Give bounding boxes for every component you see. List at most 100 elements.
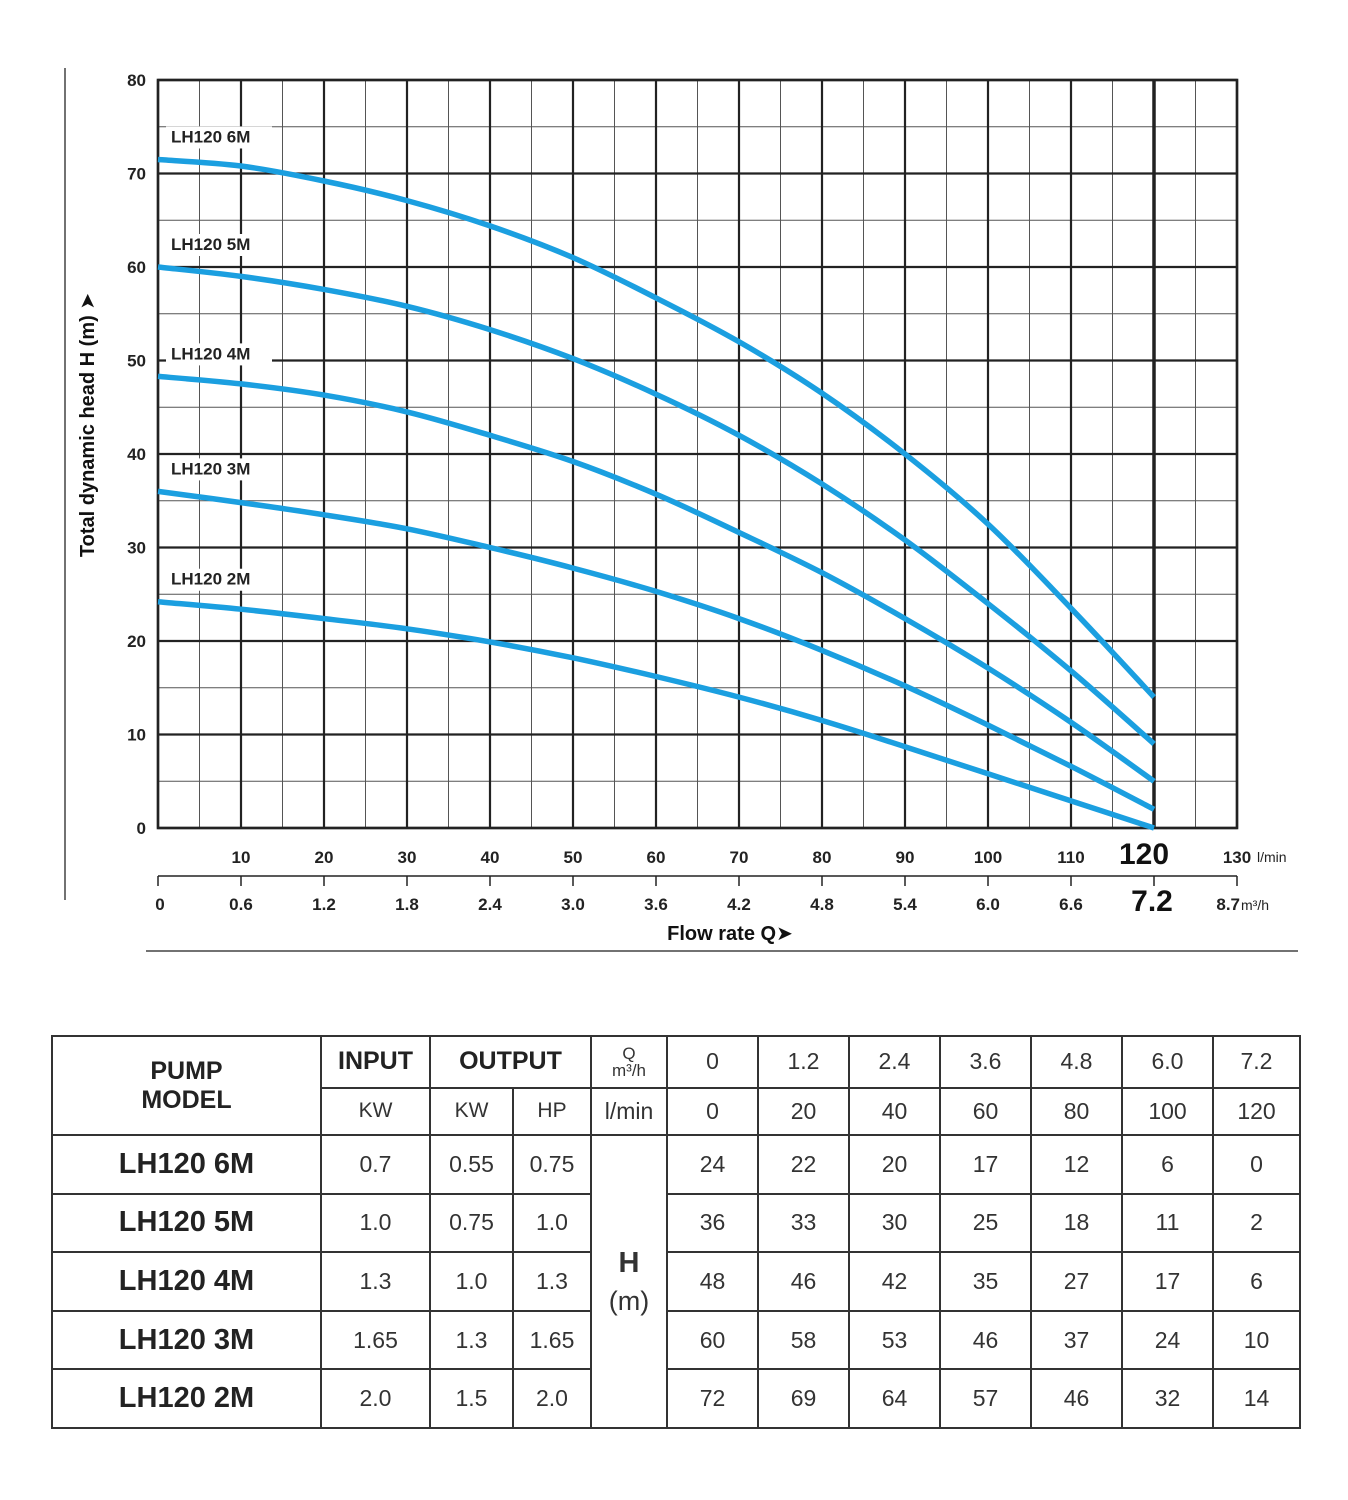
- head-value: 6: [1121, 1134, 1214, 1195]
- x-tick-label-lmin: 40: [481, 848, 500, 867]
- row-kw-out: 0.75: [429, 1192, 514, 1254]
- flow-m3h-4: 4.8: [1030, 1035, 1123, 1089]
- q-label: Q: [622, 1043, 636, 1063]
- head-value: 36: [666, 1192, 759, 1254]
- row-kw-in: 0.7: [320, 1134, 431, 1195]
- y-tick-label: 60: [127, 258, 146, 277]
- y-tick-label: 30: [127, 539, 146, 558]
- x-unit-lmin: l/min: [1257, 849, 1287, 865]
- y-axis-title: Total dynamic head H (m) ➤: [77, 293, 99, 557]
- flow-m3h-0: 0: [666, 1035, 759, 1089]
- row-model: LH120 6M: [51, 1134, 322, 1195]
- x-axis-title: Flow rate Q➤: [667, 923, 793, 945]
- flow-lmin-6: 120: [1212, 1086, 1301, 1137]
- series-line: [157, 373, 1156, 784]
- row-kw-out: 0.55: [429, 1134, 514, 1195]
- pump-header-label: PUMP: [150, 1056, 223, 1085]
- head-value: 24: [1121, 1309, 1214, 1371]
- row-kw-out: 1.5: [429, 1368, 514, 1429]
- row-hp: 1.65: [512, 1309, 592, 1371]
- head-value: 12: [1030, 1134, 1123, 1195]
- row-model: LH120 5M: [51, 1192, 322, 1254]
- output-hp-header: HP: [512, 1086, 592, 1137]
- row-hp: 2.0: [512, 1368, 592, 1429]
- series-label: LH120 3M: [171, 459, 250, 478]
- x-tick-label-m3h: 3.6: [644, 895, 668, 914]
- series-label-bg: [166, 458, 272, 481]
- table-row: LH120 5M 1.0 0.75 1.0 36 33 30 25 18 11 …: [51, 1192, 1301, 1254]
- y-tick-label: 10: [127, 726, 146, 745]
- series-line: [157, 156, 1157, 699]
- x-tick-label-m3h: 2.4: [478, 895, 502, 914]
- head-value: 69: [757, 1368, 850, 1429]
- y-tick-label: 50: [127, 352, 146, 371]
- head-value: 0: [1212, 1134, 1301, 1195]
- output-header: OUTPUT: [429, 1035, 592, 1089]
- flow-m3h-5: 6.0: [1121, 1035, 1214, 1089]
- x-tick-label-lmin: 100: [974, 848, 1002, 867]
- series-label-bg: [166, 234, 272, 256]
- flow-m3h-2: 2.4: [848, 1035, 941, 1089]
- x-tick-label-lmin: 110: [1057, 848, 1084, 867]
- head-value: 53: [848, 1309, 941, 1371]
- head-value: 25: [939, 1192, 1032, 1254]
- row-kw-in: 1.3: [320, 1251, 431, 1312]
- x-highlight-m3h: 7.2: [1131, 885, 1173, 918]
- head-value: 18: [1030, 1192, 1123, 1254]
- x-tick-label-m3h: 0: [155, 895, 164, 914]
- chart-decor: [64, 68, 1298, 952]
- head-value: 58: [757, 1309, 850, 1371]
- flow-lmin-4: 80: [1030, 1086, 1123, 1137]
- performance-table: PUMP MODEL INPUT OUTPUT Q m³/h 0 1.2 2.4…: [51, 1035, 1301, 1429]
- head-value: 14: [1212, 1368, 1301, 1429]
- flow-m3h-6: 7.2: [1212, 1035, 1301, 1089]
- x-tick-label-lmin: 20: [315, 848, 334, 867]
- y-tick-label: 70: [127, 165, 146, 184]
- head-value: 37: [1030, 1309, 1123, 1371]
- row-model: LH120 2M: [51, 1368, 322, 1429]
- head-value: 72: [666, 1368, 759, 1429]
- x-tick-label-m3h: 0.6: [229, 895, 253, 914]
- pump-model-header: PUMP MODEL: [51, 1035, 322, 1136]
- table-row: LH120 3M 1.65 1.3 1.65 60 58 53 46 37 24…: [51, 1309, 1301, 1371]
- head-value: 46: [1030, 1368, 1123, 1429]
- plot-frame: [156, 78, 1239, 830]
- series-label: LH120 6M: [171, 127, 250, 146]
- table-row: LH120 4M 1.3 1.0 1.3 48 46 42 35 27 17 6: [51, 1251, 1301, 1312]
- head-value: 57: [939, 1368, 1032, 1429]
- head-value: 24: [666, 1134, 759, 1195]
- head-value: 20: [848, 1134, 941, 1195]
- series-label-bg: [166, 568, 272, 591]
- input-header: INPUT: [320, 1035, 431, 1089]
- head-value: 22: [757, 1134, 850, 1195]
- y-tick-label: 80: [127, 71, 146, 90]
- flow-lmin-0: 0: [666, 1086, 759, 1137]
- head-value: 2: [1212, 1192, 1301, 1254]
- chart-curves: [157, 156, 1157, 831]
- row-hp: 0.75: [512, 1134, 592, 1195]
- x-end-m3h: 8.7: [1216, 895, 1240, 914]
- x-tick-label-lmin: 10: [232, 848, 251, 867]
- head-value: 60: [666, 1309, 759, 1371]
- x-unit-m3h: m³/h: [1241, 897, 1269, 913]
- x-tick-label-lmin: 90: [896, 848, 915, 867]
- flow-m3h-1: 1.2: [757, 1035, 850, 1089]
- row-kw-out: 1.0: [429, 1251, 514, 1312]
- x-tick-label-lmin: 50: [564, 848, 583, 867]
- head-value: 6: [1212, 1251, 1301, 1312]
- series-label-bg: [166, 126, 272, 149]
- head-value: 11: [1121, 1192, 1214, 1254]
- x-tick-label-m3h: 3.0: [561, 895, 585, 914]
- x-tick-label-lmin: 30: [398, 848, 417, 867]
- output-kw-header: KW: [429, 1086, 514, 1137]
- row-model: LH120 4M: [51, 1251, 322, 1312]
- series-line: [157, 598, 1155, 831]
- y-tick-label: 20: [127, 632, 146, 651]
- series-label-bg: [166, 343, 272, 366]
- x-tick-label-m3h: 4.2: [727, 895, 751, 914]
- head-value: 10: [1212, 1309, 1301, 1371]
- x-tick-label-lmin: 80: [813, 848, 832, 867]
- lmin-header: l/min: [590, 1086, 668, 1137]
- x-tick-label-lmin: 60: [647, 848, 666, 867]
- head-value: 35: [939, 1251, 1032, 1312]
